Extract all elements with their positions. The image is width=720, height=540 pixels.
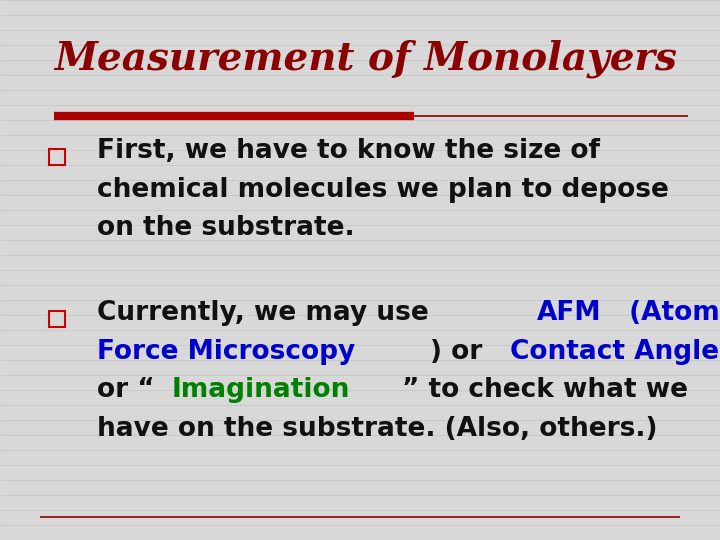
Text: have on the substrate. (Also, others.): have on the substrate. (Also, others.) xyxy=(97,416,657,442)
Text: First, we have to know the size of: First, we have to know the size of xyxy=(97,138,600,164)
Text: ) or: ) or xyxy=(431,339,492,364)
Text: chemical molecules we plan to depose: chemical molecules we plan to depose xyxy=(97,177,669,202)
Text: or “: or “ xyxy=(97,377,155,403)
Text: on the substrate.: on the substrate. xyxy=(97,215,355,241)
Bar xyxy=(49,310,65,327)
Text: AFM: AFM xyxy=(537,300,601,326)
Bar xyxy=(49,148,65,165)
Text: Measurement of Monolayers: Measurement of Monolayers xyxy=(54,40,677,78)
Text: ” to check what we: ” to check what we xyxy=(402,377,688,403)
Text: (Atomic: (Atomic xyxy=(620,300,720,326)
Text: Currently, we may use: Currently, we may use xyxy=(97,300,438,326)
Text: Force Microscopy: Force Microscopy xyxy=(97,339,356,364)
Text: Imagination: Imagination xyxy=(171,377,350,403)
Text: Contact Angles: Contact Angles xyxy=(510,339,720,364)
